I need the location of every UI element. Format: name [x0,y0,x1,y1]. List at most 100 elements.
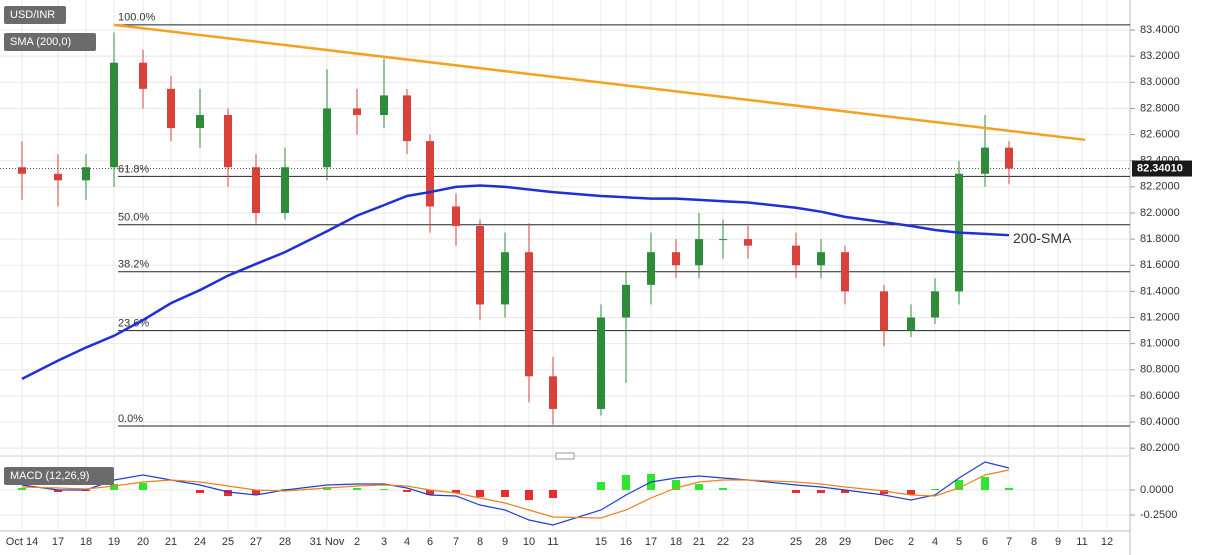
candle-body [452,206,460,227]
y-tick-label: 83.2000 [1140,50,1180,62]
y-tick-label: 82.0000 [1140,207,1180,219]
macd-histogram-bar [252,490,260,495]
macd-histogram-bar [476,490,484,497]
macd-histogram-bar [695,484,703,490]
candle-body [792,245,800,266]
sma-line [21,184,1010,381]
candle-body [18,167,26,174]
candle-body [549,376,557,409]
macd-histogram-bar [955,480,963,490]
y-tick-label: 81.2000 [1140,311,1180,323]
macd-histogram-bar [841,490,849,493]
candle-body [476,226,484,305]
y-tick-label: 80.6000 [1140,390,1180,402]
candle-body [224,114,232,168]
x-tick-label: 7 [1006,536,1012,548]
y-tick-label: 80.4000 [1140,416,1180,428]
macd-histogram-bar [907,490,915,495]
candle-body [1005,147,1013,169]
candle-body [353,108,361,115]
candle-body [622,284,630,318]
x-tick-label: Oct 14 [6,536,38,548]
macd-histogram-bar [597,482,605,490]
candle-body [403,95,411,142]
macd-histogram-bar [792,490,800,493]
macd-histogram-bar [403,490,411,492]
candle-body [139,62,147,89]
x-tick-label: 9 [1055,536,1061,548]
candle-body [426,141,434,207]
macd-histogram-bar [817,490,825,493]
x-tick-label: 7 [453,536,459,548]
candle-body [647,252,655,285]
signal-line [21,469,1010,519]
x-tick-label: 22 [717,536,729,548]
x-tick-label: 18 [80,536,92,548]
x-tick-label: 10 [523,536,535,548]
candle-body [380,95,388,115]
x-tick-label: 24 [194,536,206,548]
x-tick-label: 23 [742,536,754,548]
macd-histogram-bar [353,488,361,490]
macd-histogram-bar [981,477,989,490]
macd-histogram-bar [525,490,533,500]
x-tick-label: 21 [693,536,705,548]
x-tick-label: 16 [620,536,632,548]
sma-label: 200-SMA [1013,230,1072,246]
candle-body [841,252,849,292]
x-tick-label: 25 [790,536,802,548]
candle-body [525,252,533,377]
y-tick-label: 81.4000 [1140,285,1180,297]
candle-body [719,239,727,241]
candle-body [54,173,62,181]
x-tick-label: 27 [250,536,262,548]
pane-resize-handle[interactable] [555,452,575,460]
candle-body [196,114,204,129]
macd-histogram-bar [931,489,939,490]
x-tick-label: 19 [108,536,120,548]
fib-label: 50.0% [118,212,149,224]
x-tick-label: 2 [354,536,360,548]
y-tick-label: 82.8000 [1140,102,1180,114]
macd-histogram-bar [1005,488,1013,490]
y-tick-label: -0.2500 [1140,509,1177,521]
x-tick-label: 12 [1101,536,1113,548]
x-tick-label: 28 [815,536,827,548]
x-tick-label: 17 [52,536,64,548]
macd-histogram-bar [18,488,26,490]
macd-histogram-bar [224,490,232,496]
x-tick-label: 15 [595,536,607,548]
candle-body [501,252,509,305]
y-tick-label: 80.2000 [1140,442,1180,454]
macd-histogram-bar [54,490,62,492]
candle-body [981,147,989,174]
macd-histogram-bar [110,484,118,490]
badge-label: SMA (200,0) [10,36,71,48]
y-tick-label: 82.6000 [1140,128,1180,140]
y-tick-label: 0.0000 [1140,484,1174,496]
badge-label: USD/INR [10,9,55,21]
macd-histogram-bar [549,490,557,498]
last-price-tag [1132,160,1192,177]
x-tick-label: 18 [670,536,682,548]
macd-histogram-bar [622,475,630,490]
candle-body [907,317,915,331]
badge [4,33,96,51]
x-tick-label: 20 [137,536,149,548]
macd-histogram-bar [196,490,204,493]
x-tick-label: Dec [874,536,894,548]
candle-body [252,167,260,213]
macd-histogram-bar [672,480,680,490]
macd-line [21,461,1010,526]
macd-histogram-bar [452,490,460,493]
macd-histogram-bar [880,490,888,494]
candle-body [167,88,175,129]
macd-histogram-bar [380,489,388,490]
fib-label: 61.8% [118,163,149,175]
x-tick-label: 4 [932,536,938,548]
x-tick-label: 28 [279,536,291,548]
y-tick-label: 81.8000 [1140,233,1180,245]
x-tick-label: 11 [547,536,558,548]
y-tick-label: 83.0000 [1140,76,1180,88]
